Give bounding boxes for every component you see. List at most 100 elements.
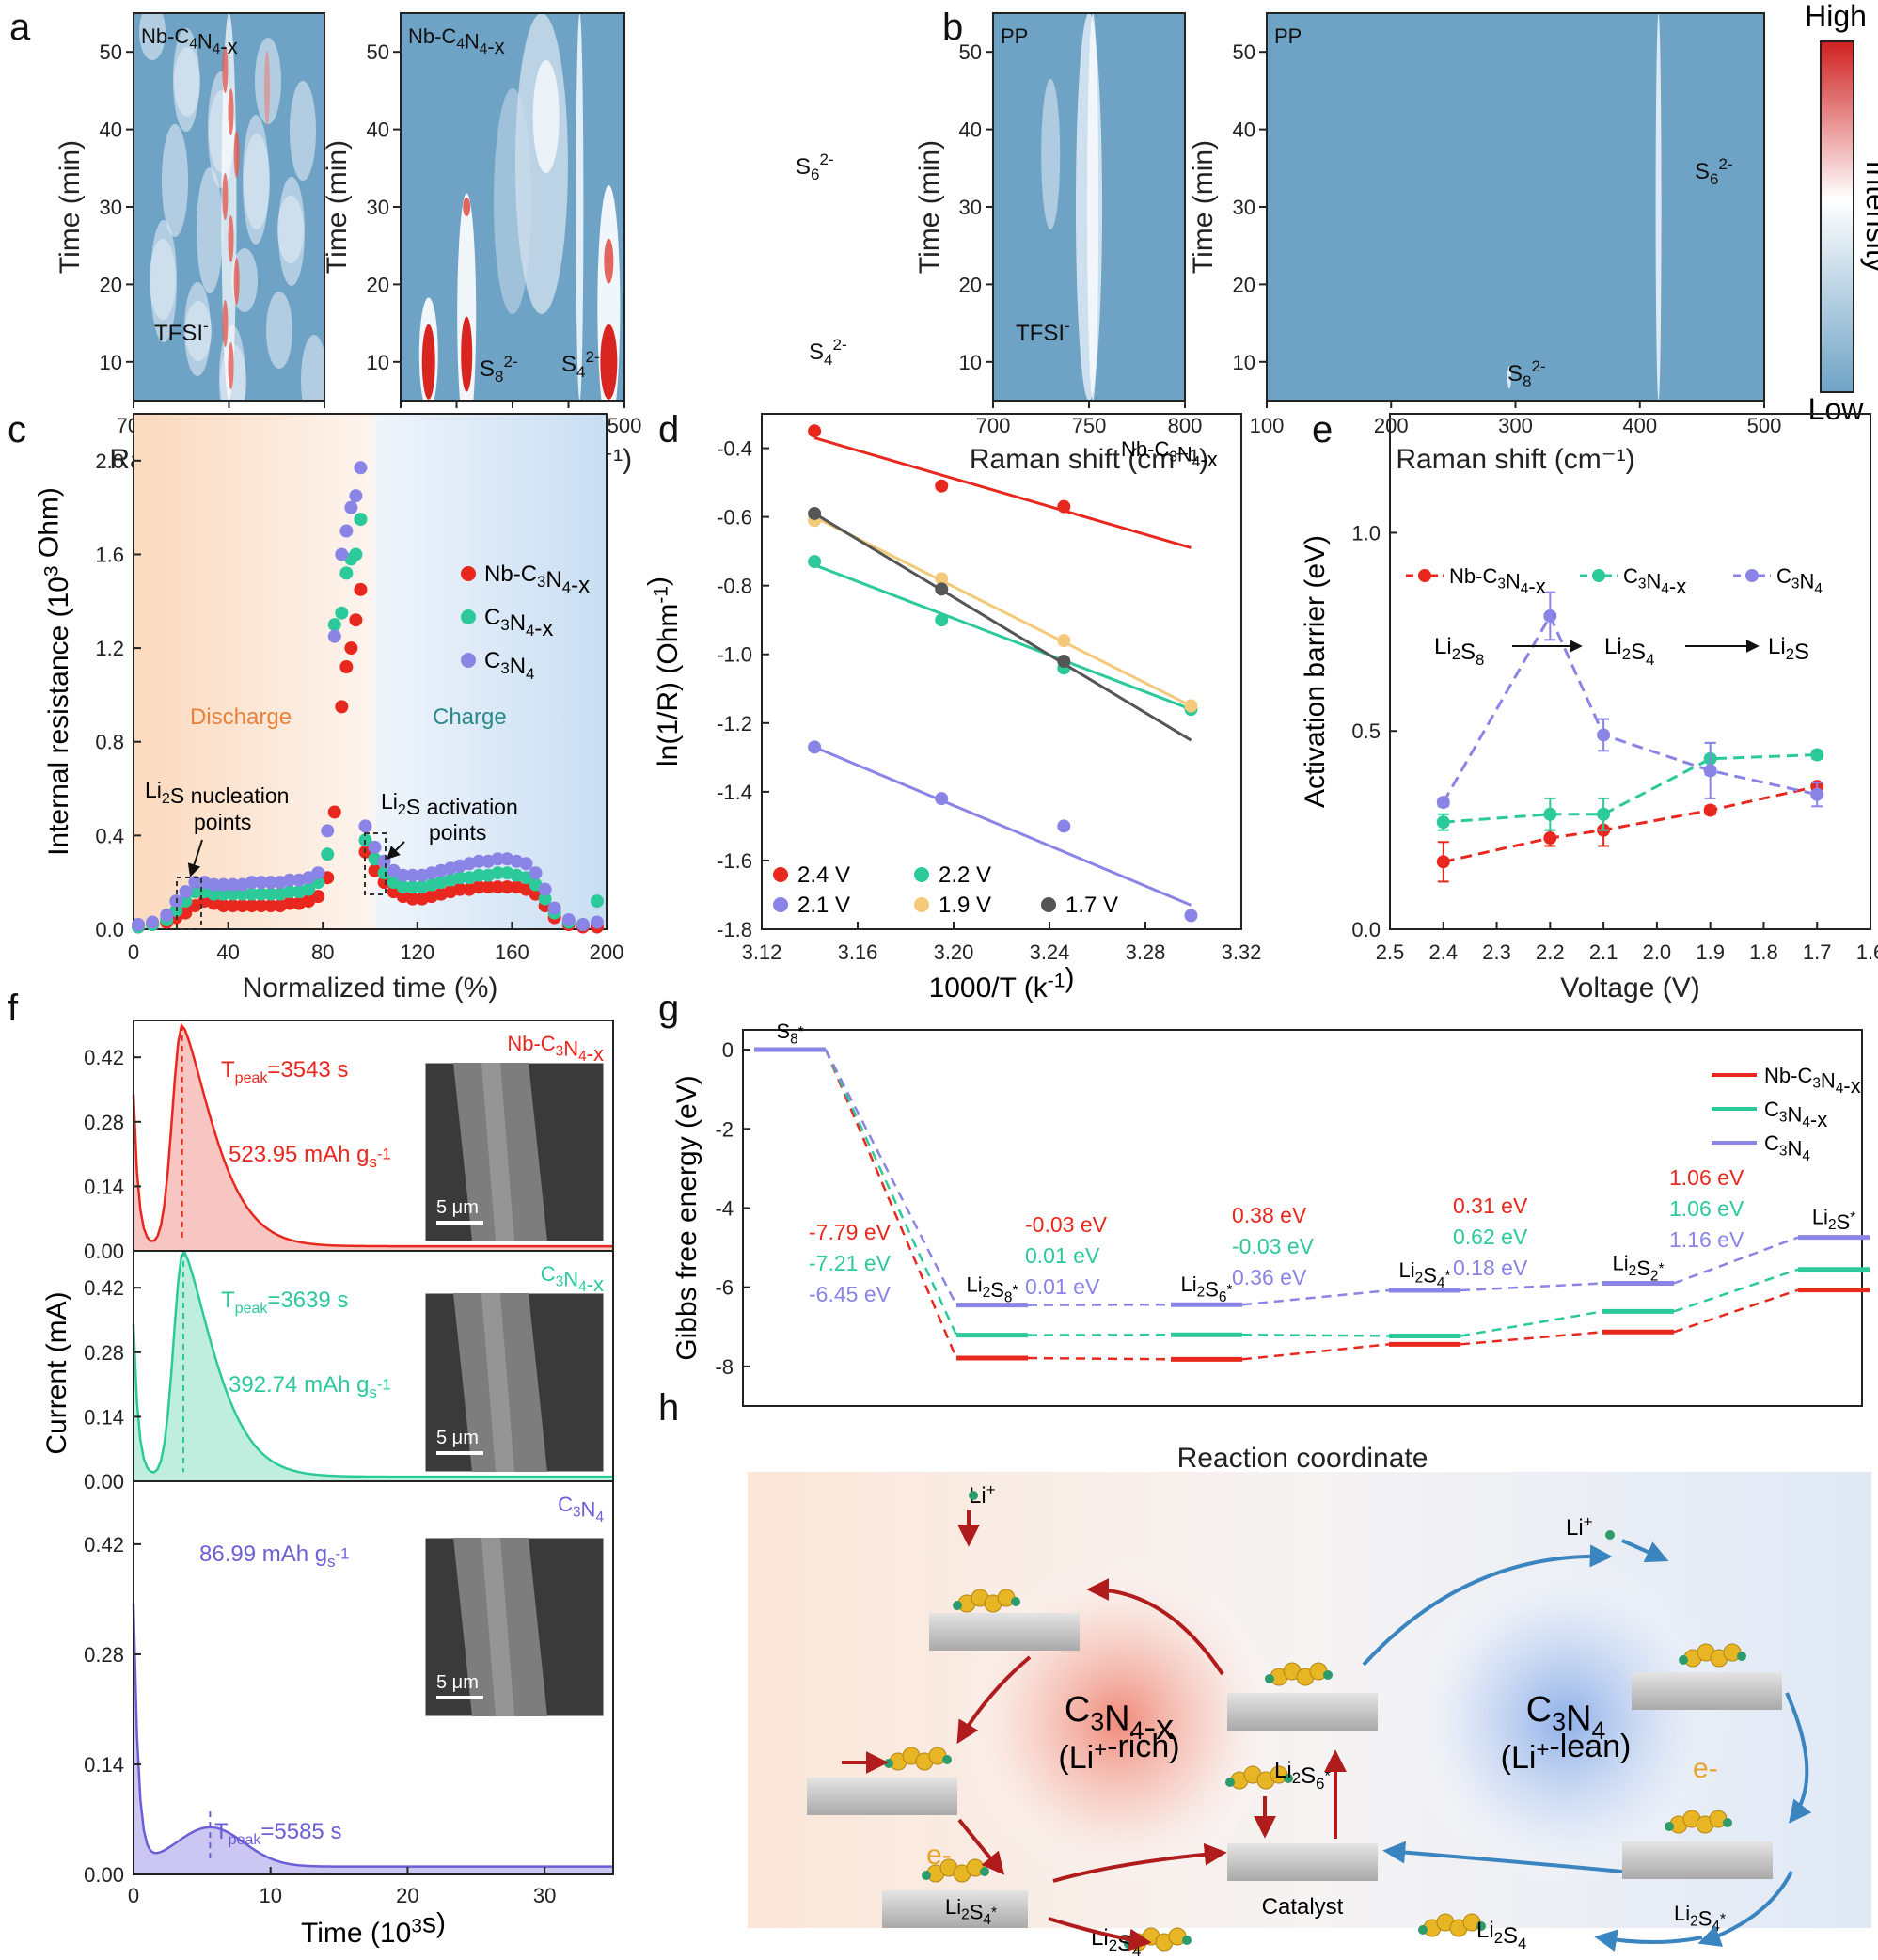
data-point [282,885,296,899]
y-axis-label: Current (mA) [41,1291,72,1454]
legend-marker [461,566,476,581]
x-tick-label: 1.8 [1749,940,1778,964]
transition-line [1460,1331,1603,1346]
data-point [245,876,259,890]
y-tick-label: 20 [959,273,982,296]
data-point [1810,787,1824,801]
x-tick-label: 2.0 [1643,940,1672,964]
scale-bar-label: 5 μm [436,1428,479,1448]
legend-label: C3N4 [484,648,534,683]
data-point [576,918,590,932]
data-point [1436,815,1450,830]
x-tick-label: 40 [216,940,239,964]
legend-marker [1745,569,1759,582]
data-point [935,613,949,627]
y-tick-label: -1.4 [717,781,752,804]
data-point [302,882,316,896]
x-axis-label: Time (103s) [301,1908,446,1950]
delta-energy-label: -0.03 eV [1232,1234,1315,1258]
x-tick-label: 1.6 [1856,940,1878,964]
y-axis-label: Activation barrier (eV) [1300,535,1331,808]
data-point [335,547,349,561]
transition-line [1241,1343,1390,1361]
series-line [1443,753,1818,824]
polysulfide-molecule [1265,1662,1333,1686]
sample-label: Nb-C4N4-x [141,24,238,58]
data-point [1703,803,1717,817]
data-point [349,489,363,503]
legend-label: C3N4 [1764,1131,1810,1164]
y-tick-label: -1.6 [717,849,752,873]
x-tick-label: 800 [1168,414,1203,437]
x-axis-label: Raman shift (cm⁻¹) [970,444,1208,475]
intensity-streak [228,342,234,389]
peak-label: S42- [809,336,847,369]
intensity-streak [222,173,229,220]
data-point [1703,764,1717,778]
data-point [254,887,268,901]
y-tick-label: -8 [715,1355,734,1379]
x-tick-label: 750 [1072,414,1107,437]
reaction-arrow [1697,1871,1793,1947]
y-tick-label: 40 [100,119,122,142]
catalyst-slab [882,1890,1028,1928]
data-point [179,885,193,899]
y-tick-label: 50 [1233,40,1255,64]
x-tick-label: 10 [259,1884,281,1907]
intensity-streak [162,124,188,237]
intensity-streak [222,46,229,93]
intensity-streak [173,28,199,132]
data-point [254,899,268,913]
transition-line [1673,1236,1799,1285]
x-tick-label: 160 [495,940,529,964]
chart-gibbs: 0 -2 -4 -6 -8 Reaction coordinate Gibbs free e… [671,1020,1870,1474]
intensity-streak [184,282,211,376]
y-axis-label: Time (min) [914,140,945,274]
data-point [354,461,368,475]
y-axis-label: Time (min) [322,140,353,274]
y-tick-label: 0.42 [84,1276,124,1300]
left-circle-sublabel: (Li+-rich) [1058,1729,1179,1776]
delta-energy-label: 0.01 eV [1025,1274,1100,1299]
reaction-arrow [1362,1544,1613,1667]
data-point [808,555,822,569]
panel-label-c: c [8,409,26,450]
plot-frame [742,1029,1863,1407]
sample-label: Nb-C3N4-x [507,1032,604,1066]
activation-box [364,832,387,895]
y-tick-label: 0.8 [95,731,124,754]
data-point [349,613,363,627]
panel-label-h: h [658,1387,679,1429]
sample-label: PP [1001,24,1028,48]
peak-label: S62- [1695,155,1733,188]
intensity-streak [494,88,531,314]
intensity-streak [197,167,223,293]
y-tick-label: 20 [1233,273,1255,296]
data-point [491,880,505,894]
legend-label: C3N4-x [1764,1098,1827,1131]
data-point [339,660,354,674]
scheme-label: Li2S4* [945,1895,997,1928]
legend-label: Nb-C3N4-x [1764,1064,1861,1098]
chart-activation-barrier: 2.5 2.4 2.3 2.2 2.1 2.0 1.9 1.8 1.7 1.6 0.0 0.5 1.0 V… [1300,413,1878,1004]
left-circle-label: C3N4-x [1065,1690,1174,1747]
y-tick-label: 10 [367,351,389,374]
x-axis-label: Raman shift (cm⁻¹) [1396,444,1634,475]
data-point [453,882,467,896]
x-tick-label: 0 [128,940,139,964]
data-point [1543,831,1557,846]
intensity-streak [290,81,316,181]
legend-label: 2.4 V [797,862,850,888]
li-ion [969,1491,978,1500]
legend-marker [773,867,788,882]
data-point [354,513,368,527]
data-point [245,899,259,913]
intensity-streak [277,196,304,263]
data-point [344,500,358,514]
data-point [339,566,354,580]
data-point [321,847,335,861]
data-point [1184,909,1198,923]
capacity-label: 392.74 mAh gs-1 [229,1372,391,1401]
annotation-nucleation: Li2S nucleation [145,778,289,808]
x-tick-label: 120 [400,940,434,964]
